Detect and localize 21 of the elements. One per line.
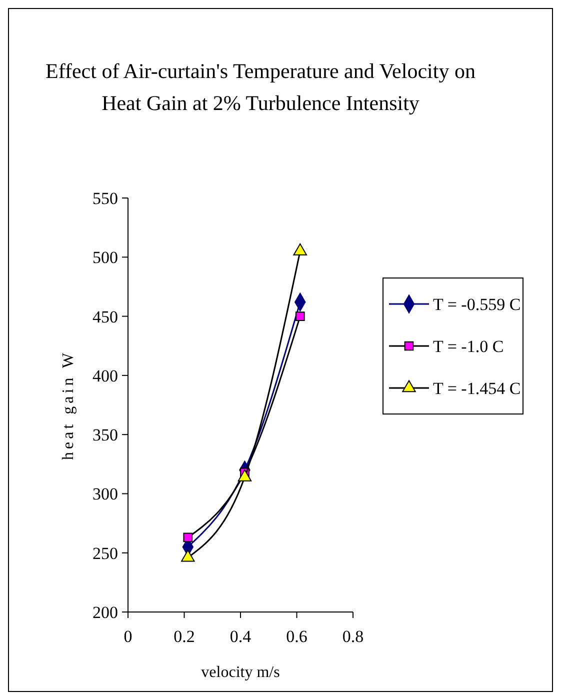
y-tick-label: 450 — [92, 307, 118, 326]
y-axis-title: heat gain W — [60, 350, 77, 460]
chart-title: Effect of Air-curtain's Temperature and Velocity on Heat Gain at 2% Turbulence Intensity — [46, 59, 476, 115]
x-tick-label: 0.6 — [286, 627, 308, 646]
x-tick-label: 0 — [124, 627, 132, 646]
y-tick-label: 500 — [92, 248, 118, 268]
point — [183, 532, 193, 542]
y-tick-label: 400 — [92, 366, 118, 386]
legend-label: T = -1.454 C — [433, 379, 521, 398]
x-axis-title: velocity m/s — [201, 664, 280, 681]
legend-label: T = -1.0 C — [433, 337, 504, 356]
y-tick-label: 350 — [92, 426, 118, 445]
y-tick-label: 300 — [92, 484, 118, 504]
y-tick-label: 550 — [92, 189, 118, 208]
x-tick-label: 0.2 — [174, 627, 195, 646]
x-tick-label: 0.4 — [230, 627, 252, 646]
legend-label: T = -0.559 C — [433, 295, 521, 314]
x-tick-label: 0.8 — [342, 627, 364, 646]
y-tick-label: 250 — [92, 544, 118, 563]
point — [295, 312, 305, 321]
y-tick-label: 200 — [92, 603, 118, 622]
